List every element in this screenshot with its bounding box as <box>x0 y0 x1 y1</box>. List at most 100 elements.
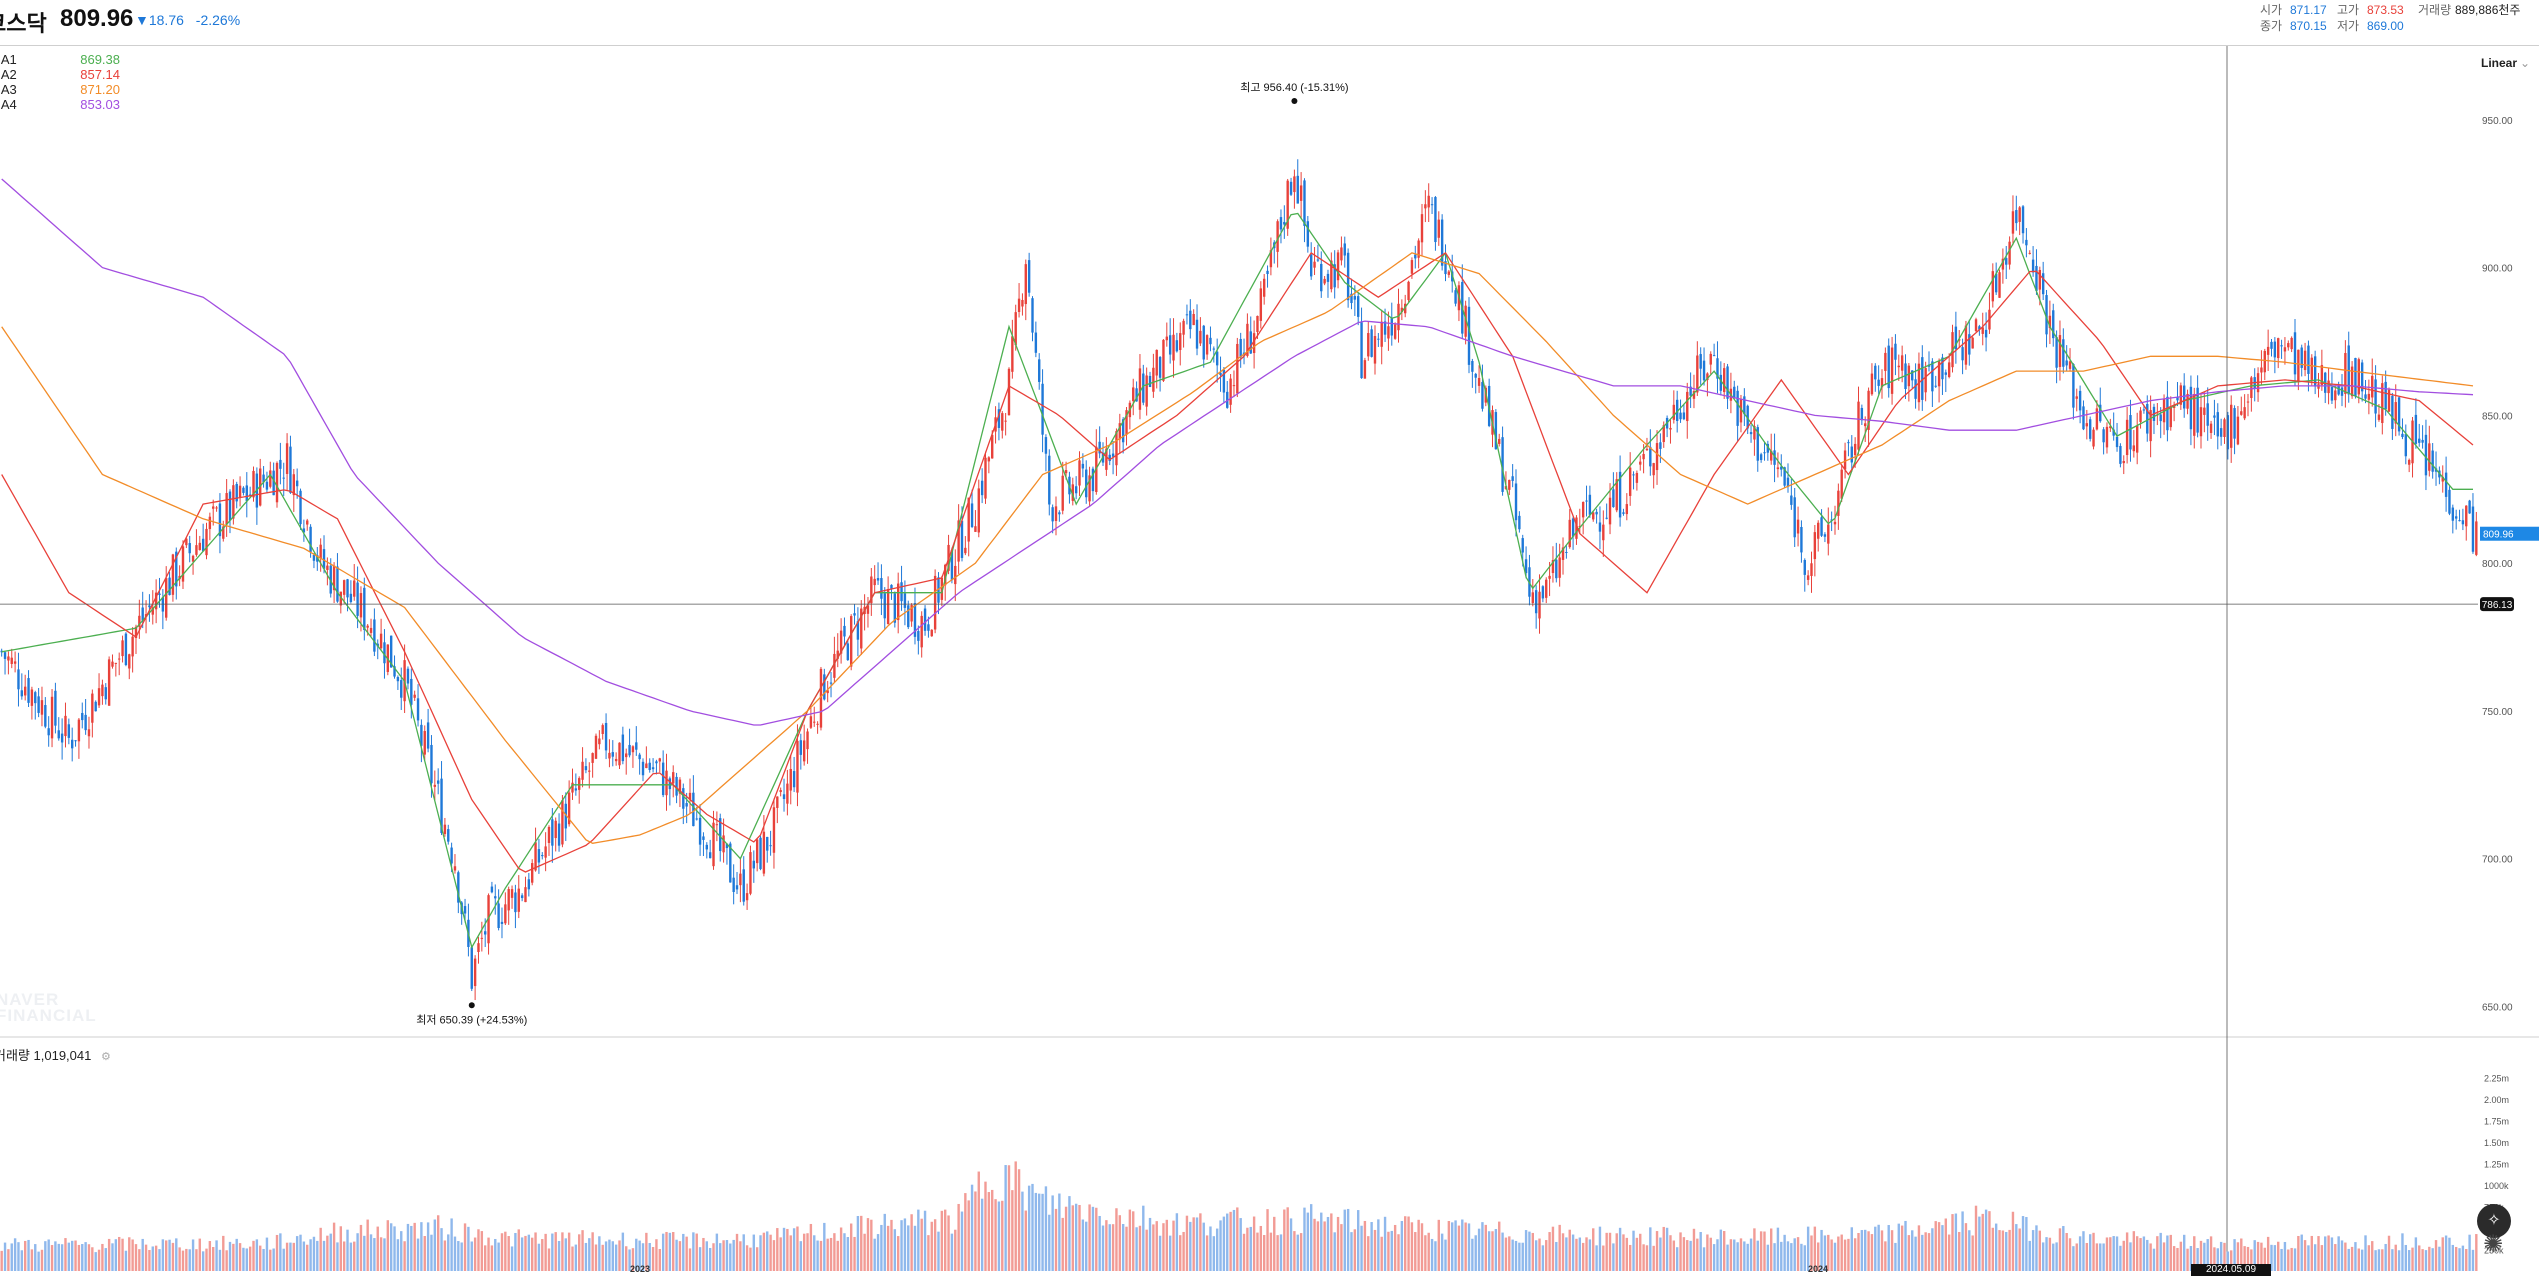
volume-tick-label: 1.75m <box>2484 1117 2509 1127</box>
candle-body <box>262 474 265 483</box>
candle-body <box>447 829 450 842</box>
candle-body <box>1152 367 1155 392</box>
candle-body <box>2189 386 2193 430</box>
volume-bar <box>2048 1237 2052 1271</box>
candle-body <box>581 761 584 780</box>
volume-bar <box>913 1225 917 1271</box>
openai-logo-icon[interactable]: ✺ <box>2483 1231 2504 1258</box>
volume-bar <box>651 1247 655 1271</box>
volume-bar <box>1622 1234 1625 1271</box>
candle-body <box>248 494 252 496</box>
price-volume-chart[interactable]: 650.00700.00750.00800.00850.00900.00950.… <box>0 46 2539 1273</box>
scale-mode-dropdown[interactable]: Linear ⌄ <box>2481 56 2530 70</box>
candle-body <box>275 462 279 503</box>
candle-body <box>1786 477 1790 487</box>
ma-legend-row[interactable]: MA4853.03 <box>0 97 130 112</box>
volume-bar <box>2364 1235 2367 1271</box>
volume-bar <box>1850 1227 1853 1271</box>
volume-bar <box>1215 1228 1219 1271</box>
volume-bar <box>483 1245 487 1271</box>
volume-bar <box>2072 1246 2075 1271</box>
candle-body <box>91 693 94 723</box>
candle-body <box>1407 281 1410 300</box>
quote-high-low: 고가 873.53 저가 869.00 <box>2337 2 2404 34</box>
ma-legend-row[interactable]: MA3871.20 <box>0 82 130 97</box>
volume-bar <box>960 1211 964 1271</box>
volume-bar <box>60 1244 64 1271</box>
volume-bar <box>70 1240 74 1271</box>
candle-body <box>1696 355 1699 393</box>
candle-body <box>1803 559 1806 575</box>
candle-body <box>1806 575 1810 580</box>
candle-body <box>2313 356 2317 387</box>
gear-icon[interactable]: ⚙ <box>100 1051 111 1063</box>
volume-bar <box>463 1223 467 1271</box>
volume-bar <box>1246 1227 1249 1271</box>
volume-bar <box>1773 1243 1776 1271</box>
candle-body <box>1558 557 1561 578</box>
volume-bar <box>2005 1231 2008 1271</box>
volume-bar <box>1192 1217 1195 1271</box>
candle-body <box>1262 278 1266 297</box>
candle-body <box>853 613 856 616</box>
volume-bar <box>1847 1238 1850 1271</box>
volume-bar <box>2230 1250 2233 1271</box>
volume-bar <box>403 1241 406 1271</box>
candle-body <box>1175 340 1179 352</box>
candle-body <box>1971 337 1974 349</box>
candle-body <box>289 446 292 493</box>
volume-bar <box>752 1234 756 1271</box>
volume-bar <box>346 1229 349 1271</box>
volume-bar <box>1088 1204 1091 1271</box>
volume-bar <box>40 1249 44 1271</box>
candle-body <box>1001 413 1004 431</box>
candle-body <box>1733 386 1736 399</box>
volume-bar <box>74 1240 77 1271</box>
candle-body <box>2377 414 2381 420</box>
candle-body <box>1417 240 1420 258</box>
volume-bar <box>1615 1233 1618 1271</box>
candle-body <box>1874 365 1877 380</box>
volume-bar <box>2035 1225 2038 1271</box>
candle-body <box>285 443 289 474</box>
ma-legend-row[interactable]: MA1869.38 <box>0 52 130 67</box>
candle-body <box>272 470 275 496</box>
moving-averages-group <box>1 178 2474 950</box>
volume-bar <box>1064 1206 1068 1271</box>
volume-bar <box>13 1238 17 1271</box>
volume-bar <box>433 1219 437 1271</box>
volume-bar <box>1373 1229 1377 1271</box>
volume-bar <box>2152 1248 2156 1271</box>
volume-bar <box>1390 1230 1393 1271</box>
volume-bar <box>440 1228 443 1271</box>
candle-body <box>1551 560 1555 574</box>
candle-body <box>306 520 309 525</box>
volume-bar <box>2142 1236 2146 1271</box>
volume-bar <box>158 1249 161 1271</box>
volume-bar <box>2219 1241 2223 1271</box>
volume-bar <box>2193 1236 2196 1271</box>
volume-bar <box>1911 1230 1914 1271</box>
volume-bar <box>537 1243 541 1271</box>
volume-bar <box>796 1226 799 1271</box>
candle-body <box>1984 329 1988 338</box>
candle-body <box>94 701 97 712</box>
x-tick-label: 2024 <box>1808 1264 1828 1273</box>
volume-bar <box>1639 1233 1642 1271</box>
candle-body <box>1924 368 1927 393</box>
volume-bar <box>1790 1243 1793 1271</box>
volume-bar <box>685 1236 688 1271</box>
volume-bar <box>275 1234 279 1271</box>
volume-bar <box>27 1239 30 1271</box>
candle-body <box>181 546 185 582</box>
candle-body <box>198 542 201 551</box>
candle-body <box>762 831 766 874</box>
candle-body <box>2082 406 2085 430</box>
candle-body <box>1189 310 1192 330</box>
ma-legend-row[interactable]: MA2857.14 <box>0 67 130 82</box>
ai-assistant-button[interactable]: ✧ <box>2477 1204 2511 1238</box>
volume-bar <box>635 1238 638 1271</box>
candle-body <box>1796 519 1800 534</box>
candle-body <box>81 712 84 721</box>
candle-body <box>2226 415 2230 450</box>
